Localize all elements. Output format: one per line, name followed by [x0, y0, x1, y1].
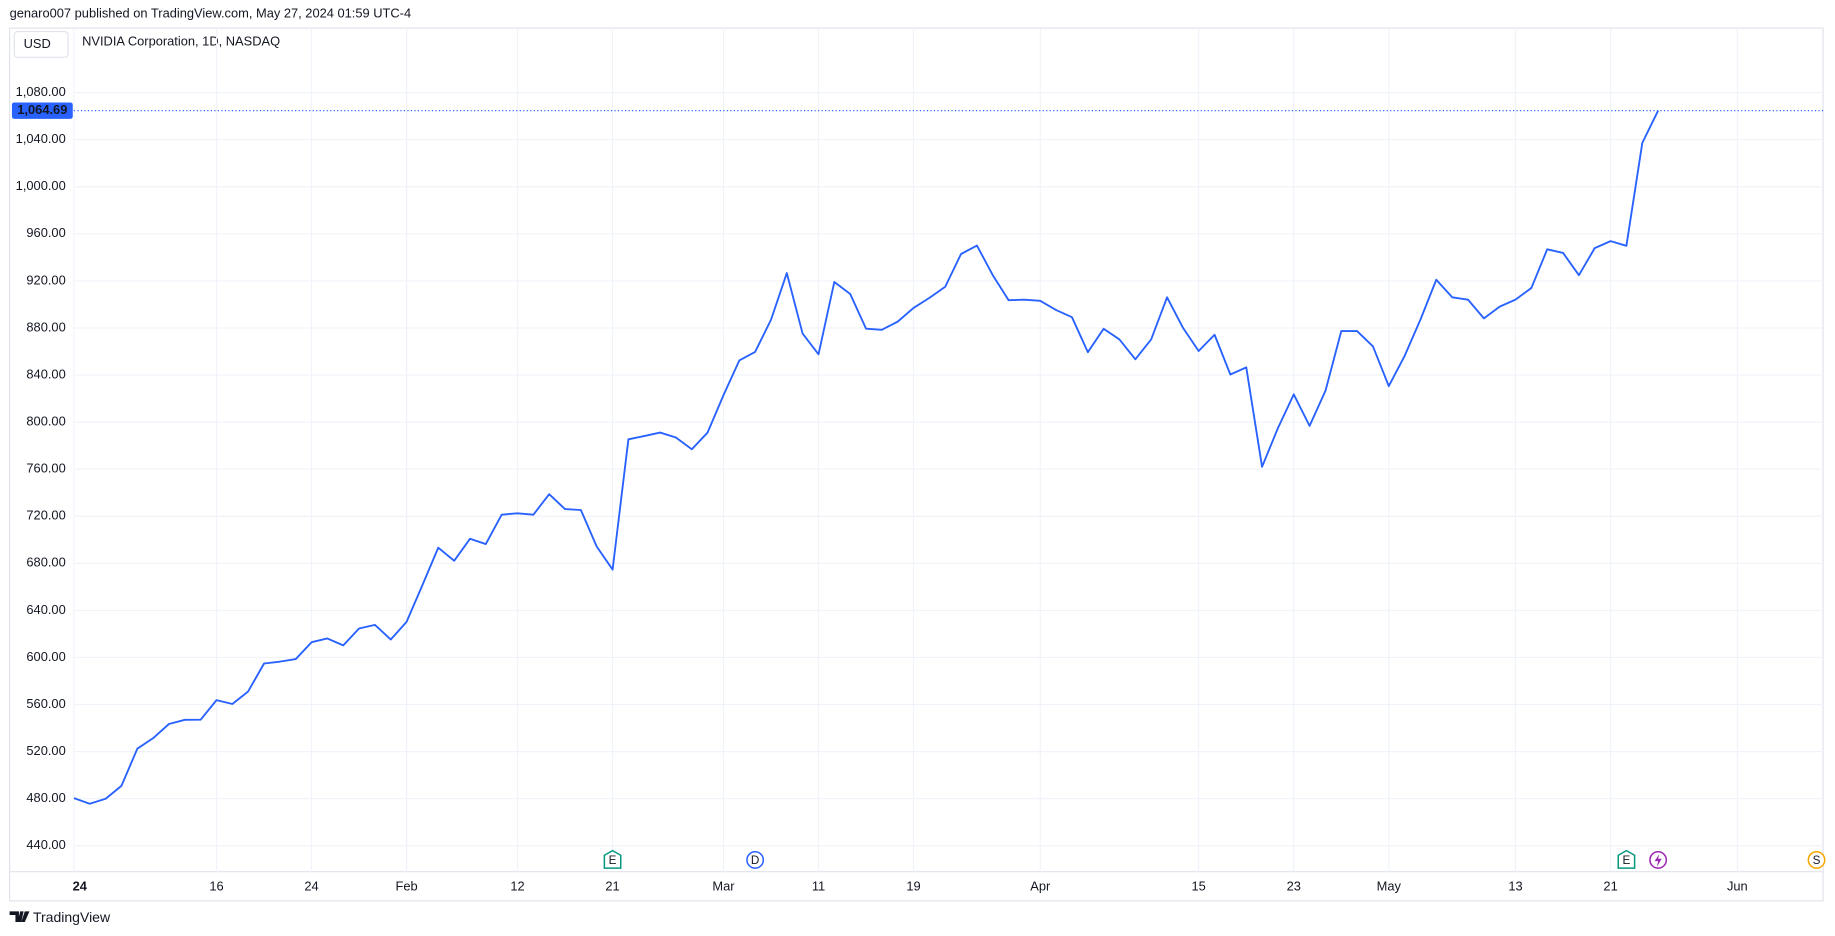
- x-tick-label: 23: [1287, 878, 1301, 893]
- y-tick-label: 800.00: [26, 414, 65, 429]
- symbol-info: NVIDIA Corporation, 1D, NASDAQ: [82, 34, 280, 49]
- y-tick-label: 600.00: [26, 649, 65, 664]
- y-tick-label: 480.00: [26, 790, 65, 805]
- y-tick-label: 1,080.00: [16, 84, 66, 99]
- x-tick-label: 15: [1192, 878, 1206, 893]
- y-tick-label: 520.00: [26, 743, 65, 758]
- y-tick-label: 720.00: [26, 508, 65, 523]
- y-tick-label: 560.00: [26, 696, 65, 711]
- y-tick-label: 960.00: [26, 225, 65, 240]
- event-marker[interactable]: [1649, 850, 1668, 869]
- y-tick-label: 640.00: [26, 602, 65, 617]
- x-tick-label: 13: [1508, 878, 1522, 893]
- y-tick-label: 920.00: [26, 272, 65, 287]
- event-label: S: [1813, 854, 1821, 867]
- x-tick-label: Apr: [1030, 878, 1051, 893]
- event-badge: [603, 849, 622, 869]
- x-tick-label: Mar: [712, 878, 735, 893]
- x-tick-label: 21: [605, 878, 619, 893]
- y-tick-label: 880.00: [26, 319, 65, 334]
- event-label: E: [609, 854, 617, 867]
- event-marker[interactable]: E: [1617, 849, 1636, 869]
- x-tick-label: May: [1377, 878, 1402, 893]
- event-marker[interactable]: D: [746, 850, 765, 869]
- y-tick-label: 840.00: [26, 366, 65, 381]
- brand: TradingView: [33, 909, 111, 925]
- tradingview-logo: [9, 911, 30, 922]
- x-tick-label: 24: [304, 878, 318, 893]
- y-tick-label: 1,040.00: [16, 131, 66, 146]
- y-tick-label: 440.00: [26, 837, 65, 852]
- x-tick-label: 16: [209, 878, 223, 893]
- last-price-label: 1,064.69: [17, 102, 67, 117]
- publish-info: genaro007 published on TradingView.com, …: [10, 5, 412, 20]
- x-tick-label: 11: [812, 878, 825, 893]
- x-tick-label: 12: [510, 878, 524, 893]
- event-badge: [1617, 849, 1636, 869]
- y-tick-label: 680.00: [26, 555, 65, 570]
- y-tick-label: 760.00: [26, 461, 65, 476]
- currency-button[interactable]: [13, 31, 69, 58]
- event-label: E: [1623, 854, 1631, 867]
- last-price-box: [11, 102, 73, 119]
- x-tick-label: 24: [73, 878, 88, 893]
- event-marker[interactable]: E: [603, 849, 622, 869]
- event-badge: [1807, 850, 1826, 869]
- x-tick-label: 19: [906, 878, 920, 893]
- currency[interactable]: USD: [24, 36, 51, 51]
- event-marker[interactable]: S: [1807, 850, 1826, 869]
- price-line: [73, 110, 1659, 805]
- x-tick-label: Feb: [396, 878, 418, 893]
- chart-frame: [8, 27, 1824, 902]
- y-tick-label: 1,000.00: [16, 178, 66, 193]
- x-tick-label: Jun: [1727, 878, 1748, 893]
- event-badge: [746, 850, 765, 869]
- lightning-icon: [1654, 854, 1662, 867]
- x-tick-label: 21: [1603, 878, 1617, 893]
- event-label: D: [751, 854, 759, 867]
